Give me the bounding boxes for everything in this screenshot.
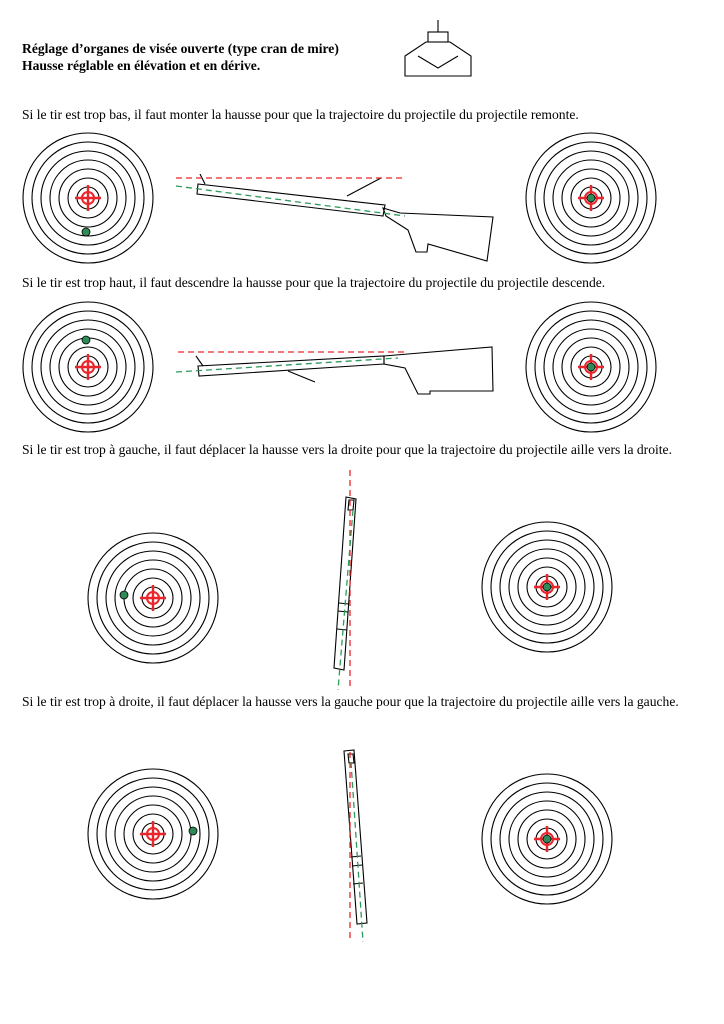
impact-dot-icon xyxy=(81,227,91,237)
target-before-too-low xyxy=(22,132,154,264)
target-after-too-right xyxy=(481,773,613,905)
target-after-too-left xyxy=(481,521,613,653)
impact-dot-icon xyxy=(119,590,129,600)
rifle-icon xyxy=(195,346,494,395)
section-text-too-low: Si le tir est trop bas, il faut monter l… xyxy=(22,107,579,122)
trajectory-line xyxy=(175,357,399,373)
target-before-too-high xyxy=(22,301,154,433)
trajectory-line xyxy=(175,185,406,217)
rifle-top-view-icon xyxy=(333,496,357,671)
crosshair-icon xyxy=(73,183,103,213)
title-line-2: Hausse réglable en élévation et en dériv… xyxy=(22,58,261,73)
target-before-too-left xyxy=(87,532,219,664)
trajectory-line xyxy=(350,761,364,943)
section-text-too-right: Si le tir est trop à droite, il faut dép… xyxy=(22,694,679,709)
section-text-too-high: Si le tir est trop haut, il faut descend… xyxy=(22,275,606,290)
target-after-too-high xyxy=(525,301,657,433)
target-after-too-low xyxy=(525,132,657,264)
section-text-too-left: Si le tir est trop à gauche, il faut dép… xyxy=(22,442,672,457)
title-line-1: Réglage d’organes de visée ouverte (type… xyxy=(22,41,339,56)
rifle-icon xyxy=(196,173,494,262)
impact-dot-icon xyxy=(81,335,91,345)
rear-sight-notch-icon xyxy=(404,20,472,77)
rifle-top-view-icon xyxy=(343,749,368,925)
impact-dot-icon xyxy=(188,826,198,836)
trajectory-line xyxy=(337,509,354,691)
target-before-too-right xyxy=(87,768,219,900)
